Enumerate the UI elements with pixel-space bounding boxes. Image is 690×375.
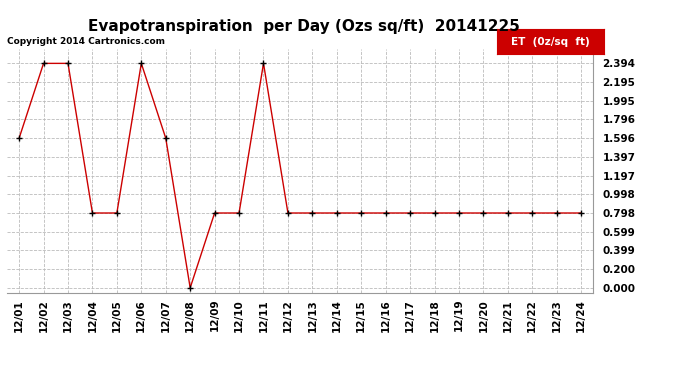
Text: Evapotranspiration  per Day (Ozs sq/ft)  20141225: Evapotranspiration per Day (Ozs sq/ft) 2… [88, 19, 520, 34]
Text: Copyright 2014 Cartronics.com: Copyright 2014 Cartronics.com [7, 38, 165, 46]
Text: ET  (0z/sq  ft): ET (0z/sq ft) [511, 37, 590, 46]
